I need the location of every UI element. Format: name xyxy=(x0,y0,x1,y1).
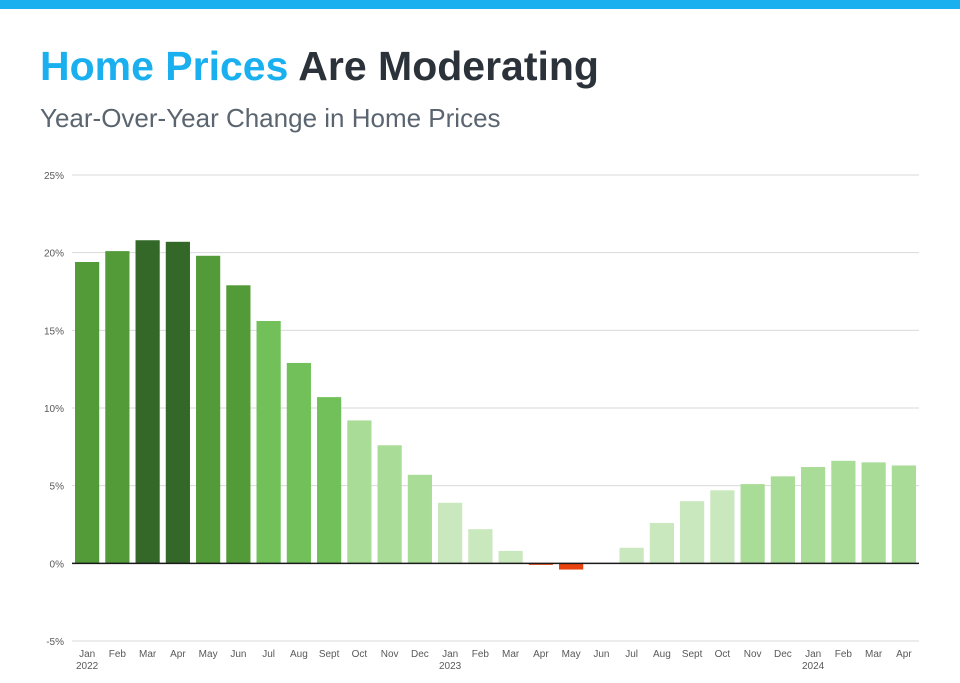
x-tick-label: Mar xyxy=(865,649,883,660)
x-tick-label: Mar xyxy=(139,649,157,660)
x-tick-label: Sept xyxy=(682,649,703,660)
bar xyxy=(770,476,795,564)
bar xyxy=(135,240,160,564)
bar xyxy=(105,251,130,564)
bar xyxy=(619,547,644,564)
bar xyxy=(710,490,735,564)
bar xyxy=(165,241,190,564)
bar xyxy=(861,462,886,564)
x-year-label: 2022 xyxy=(76,661,99,672)
bar xyxy=(438,502,463,564)
bar xyxy=(468,529,493,564)
x-tick-label: May xyxy=(562,649,581,660)
x-tick-label: Oct xyxy=(715,649,731,660)
bar xyxy=(256,321,281,564)
x-tick-label: Mar xyxy=(502,649,520,660)
y-tick-label: 20% xyxy=(44,249,64,260)
bar xyxy=(801,467,826,564)
bar xyxy=(226,285,251,564)
title-rest: Are Moderating xyxy=(298,43,599,89)
x-tick-label: Jan xyxy=(79,649,95,660)
x-tick-label: Feb xyxy=(835,649,853,660)
top-accent-bar xyxy=(0,0,960,9)
x-tick-label: Oct xyxy=(352,649,368,660)
title-highlight: Home Prices xyxy=(40,43,289,89)
bar xyxy=(680,501,705,564)
bar xyxy=(347,420,372,564)
x-tick-label: Jan xyxy=(442,649,458,660)
x-year-label: 2023 xyxy=(439,661,462,672)
x-tick-label: Aug xyxy=(653,649,671,660)
bar xyxy=(407,474,432,564)
x-tick-label: Jul xyxy=(625,649,638,660)
bar xyxy=(196,255,221,564)
chart-subtitle: Year-Over-Year Change in Home Prices xyxy=(40,103,501,133)
bar xyxy=(831,460,856,564)
bar xyxy=(377,445,402,564)
y-tick-label: 5% xyxy=(50,482,65,493)
page-title: Home Prices Are Moderating xyxy=(40,40,599,92)
x-tick-label: Nov xyxy=(744,649,762,660)
x-tick-label: Feb xyxy=(472,649,490,660)
x-year-label: 2024 xyxy=(802,661,825,672)
bar xyxy=(498,550,523,564)
bar xyxy=(75,261,100,564)
bar xyxy=(528,563,553,565)
x-tick-label: Jun xyxy=(593,649,609,660)
y-tick-label: 10% xyxy=(44,404,64,415)
x-tick-label: Nov xyxy=(381,649,399,660)
y-tick-label: 15% xyxy=(44,326,64,337)
bar xyxy=(891,465,916,564)
x-tick-label: Jul xyxy=(262,649,275,660)
x-tick-label: Jun xyxy=(230,649,246,660)
x-tick-label: Apr xyxy=(533,649,549,660)
x-tick-label: Aug xyxy=(290,649,308,660)
x-tick-label: Sept xyxy=(319,649,340,660)
bar xyxy=(649,522,674,564)
bar xyxy=(317,397,342,564)
y-tick-label: 25% xyxy=(44,171,64,182)
bar xyxy=(286,362,311,564)
x-tick-label: Dec xyxy=(411,649,429,660)
x-tick-label: Apr xyxy=(170,649,186,660)
x-tick-label: Apr xyxy=(896,649,912,660)
x-tick-label: May xyxy=(199,649,218,660)
y-tick-label: -5% xyxy=(46,637,64,648)
bar xyxy=(740,484,765,564)
x-tick-label: Feb xyxy=(109,649,127,660)
bar xyxy=(559,563,584,570)
x-tick-label: Jan xyxy=(805,649,821,660)
y-tick-label: 0% xyxy=(50,559,65,570)
x-tick-label: Dec xyxy=(774,649,792,660)
